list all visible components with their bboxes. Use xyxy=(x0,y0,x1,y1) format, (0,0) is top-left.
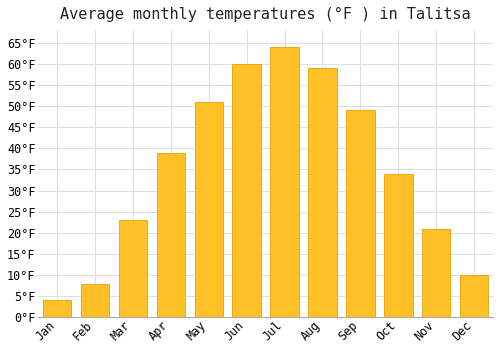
Title: Average monthly temperatures (°F ) in Talitsa: Average monthly temperatures (°F ) in Ta… xyxy=(60,7,471,22)
Bar xyxy=(194,102,223,317)
Bar xyxy=(81,284,110,317)
Bar xyxy=(232,64,261,317)
Bar xyxy=(43,300,72,317)
Bar xyxy=(384,174,412,317)
Bar xyxy=(460,275,488,317)
Bar xyxy=(270,47,299,317)
Bar xyxy=(119,220,147,317)
Bar xyxy=(308,68,336,317)
Bar xyxy=(422,229,450,317)
Bar xyxy=(156,153,185,317)
Bar xyxy=(346,110,374,317)
